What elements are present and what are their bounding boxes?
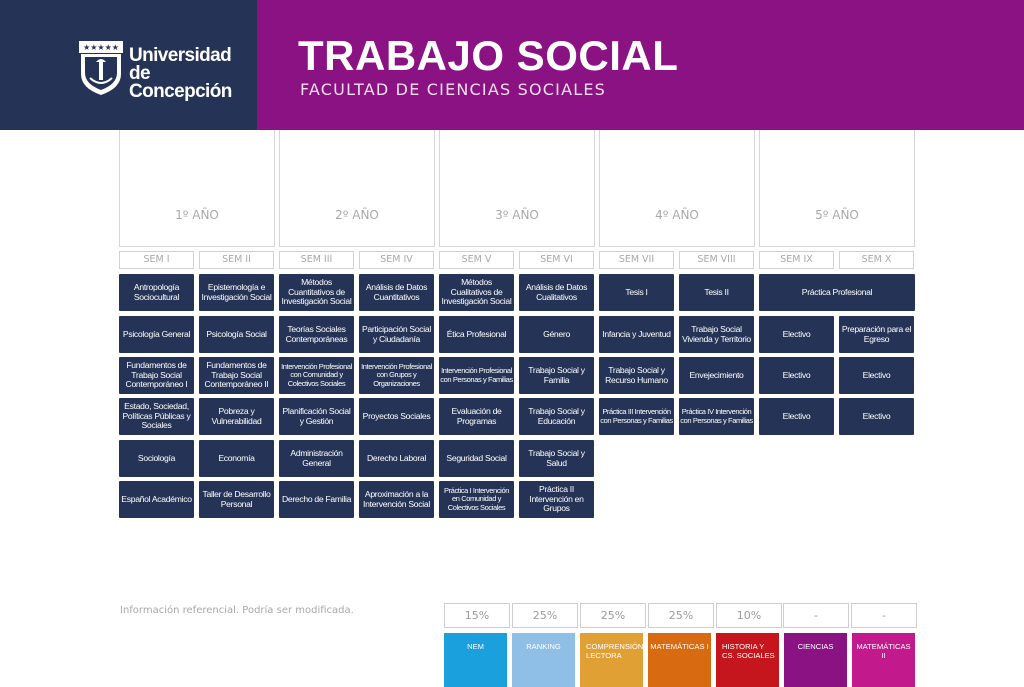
semester-label-3: SEM III <box>279 251 354 269</box>
semester-label-7: SEM VII <box>599 251 674 269</box>
course-cell: Análisis de Datos Cuantitativos <box>359 274 434 311</box>
year-label-1: 1º AÑO <box>175 208 219 222</box>
weight-label-matematicas-2: MATEMÁTICAS II <box>852 633 915 687</box>
header-right-panel <box>257 0 1024 130</box>
semester-label-9: SEM IX <box>759 251 834 269</box>
weight-label-nem: NEM <box>444 633 507 687</box>
course-cell: Estado, Sociedad, Políticas Públicas y S… <box>119 398 194 435</box>
course-cell: Seguridad Social <box>439 440 514 477</box>
course-cell: Proyectos Sociales <box>359 398 434 435</box>
weight-percentage: 25% <box>648 603 714 628</box>
course-cell: Administración General <box>279 440 354 477</box>
weight-label-ranking: RANKING <box>512 633 575 687</box>
course-cell: Planificación Social y Gestión <box>279 398 354 435</box>
semester-label-2: SEM II <box>199 251 274 269</box>
year-box-1: 1º AÑO <box>119 130 275 247</box>
course-cell: Fundamentos de Trabajo Social Contemporá… <box>199 357 274 394</box>
page-title: TRABAJO SOCIAL <box>298 32 679 79</box>
course-cell: Trabajo Social y Familia <box>519 357 594 394</box>
year-box-3: 3º AÑO <box>439 130 595 247</box>
course-cell: Intervención Profesional con Grupos y Or… <box>359 357 434 394</box>
course-cell: Preparación para el Egreso <box>839 316 914 353</box>
semester-label-8: SEM VIII <box>679 251 754 269</box>
year-label-5: 5º AÑO <box>815 208 859 222</box>
weight-percentage: 25% <box>512 603 578 628</box>
course-cell: Electivo <box>759 316 834 353</box>
course-cell: Derecho de Familia <box>279 481 354 518</box>
course-cell: Antropología Sociocultural <box>119 274 194 311</box>
course-cell: Electivo <box>759 398 834 435</box>
course-cell: Género <box>519 316 594 353</box>
course-cell: Análisis de Datos Cualitativos <box>519 274 594 311</box>
year-label-4: 4º AÑO <box>655 208 699 222</box>
course-cell: Ética Profesional <box>439 316 514 353</box>
disclaimer-note: Información referencial. Podría ser modi… <box>120 605 354 616</box>
course-cell: Electivo <box>839 398 914 435</box>
year-box-4: 4º AÑO <box>599 130 755 247</box>
course-cell-wide: Práctica Profesional <box>759 274 915 311</box>
university-name-line2: de Concepción <box>129 63 232 102</box>
course-cell: Psicología Social <box>199 316 274 353</box>
course-cell: Trabajo Social Vivienda y Territorio <box>679 316 754 353</box>
course-cell: Práctica IV Intervención con Personas y … <box>679 398 754 435</box>
course-cell: Español Académico <box>119 481 194 518</box>
university-crest-icon: ★★★★★ <box>79 41 123 95</box>
weight-percentage: 25% <box>580 603 646 628</box>
year-box-5: 5º AÑO <box>759 130 915 247</box>
course-cell: Práctica III Intervención con Personas y… <box>599 398 674 435</box>
course-cell: Trabajo Social y Salud <box>519 440 594 477</box>
semester-label-1: SEM I <box>119 251 194 269</box>
weight-percentage: - <box>783 603 849 628</box>
semester-label-4: SEM IV <box>359 251 434 269</box>
year-label-2: 2º AÑO <box>335 208 379 222</box>
course-cell: Envejecimiento <box>679 357 754 394</box>
course-cell: Práctica II Intervención en Grupos <box>519 481 594 518</box>
course-cell: Tesis II <box>679 274 754 311</box>
course-cell: Electivo <box>839 357 914 394</box>
course-cell: Evaluación de Programas <box>439 398 514 435</box>
semester-label-5: SEM V <box>439 251 514 269</box>
course-cell: Taller de Desarrollo Personal <box>199 481 274 518</box>
university-logo-text: Universidad de Concepción <box>129 45 257 102</box>
course-cell: Infancia y Juventud <box>599 316 674 353</box>
course-cell: Fundamentos de Trabajo Social Contemporá… <box>119 357 194 394</box>
course-cell: Pobreza y Vulnerabilidad <box>199 398 274 435</box>
university-name-line1: Universidad <box>129 45 232 66</box>
weight-label-matematicas-1: MATEMÁTICAS I <box>648 633 711 687</box>
weight-label-historia: HISTORIA Y CS. SOCIALES <box>716 633 779 687</box>
page-subtitle: FACULTAD DE CIENCIAS SOCIALES <box>300 80 607 99</box>
course-cell: Métodos Cuantitativos de Investigación S… <box>279 274 354 311</box>
course-cell: Psicología General <box>119 316 194 353</box>
course-cell: Aproximación a la Intervención Social <box>359 481 434 518</box>
course-cell: Participación Social y Ciudadanía <box>359 316 434 353</box>
course-cell: Intervención Profesional con Comunidad y… <box>279 357 354 394</box>
course-cell: Intervención Profesional con Personas y … <box>439 357 514 394</box>
course-cell: Tesis I <box>599 274 674 311</box>
year-label-3: 3º AÑO <box>495 208 539 222</box>
header-left-panel: ★★★★★ Universidad de Concepción <box>0 0 257 130</box>
weight-label-comprension: COMPRENSIÓN LECTORA <box>580 633 643 687</box>
course-cell: Sociología <box>119 440 194 477</box>
course-cell: Trabajo Social y Recurso Humano <box>599 357 674 394</box>
course-cell: Economía <box>199 440 274 477</box>
weight-percentage: 10% <box>716 603 782 628</box>
course-cell: Teorías Sociales Contemporáneas <box>279 316 354 353</box>
course-cell: Electivo <box>759 357 834 394</box>
course-cell: Derecho Laboral <box>359 440 434 477</box>
svg-text:★★★★★: ★★★★★ <box>83 43 119 52</box>
course-cell: Métodos Cualitativos de Investigación So… <box>439 274 514 311</box>
semester-label-6: SEM VI <box>519 251 594 269</box>
semester-label-10: SEM X <box>839 251 914 269</box>
course-cell: Práctica I Intervención en Comunidad y C… <box>439 481 514 518</box>
weight-percentage: 15% <box>444 603 510 628</box>
weight-label-ciencias: CIENCIAS <box>784 633 847 687</box>
year-box-2: 2º AÑO <box>279 130 435 247</box>
course-cell: Trabajo Social y Educación <box>519 398 594 435</box>
weight-percentage: - <box>851 603 917 628</box>
course-cell: Epistemología e Investigación Social <box>199 274 274 311</box>
